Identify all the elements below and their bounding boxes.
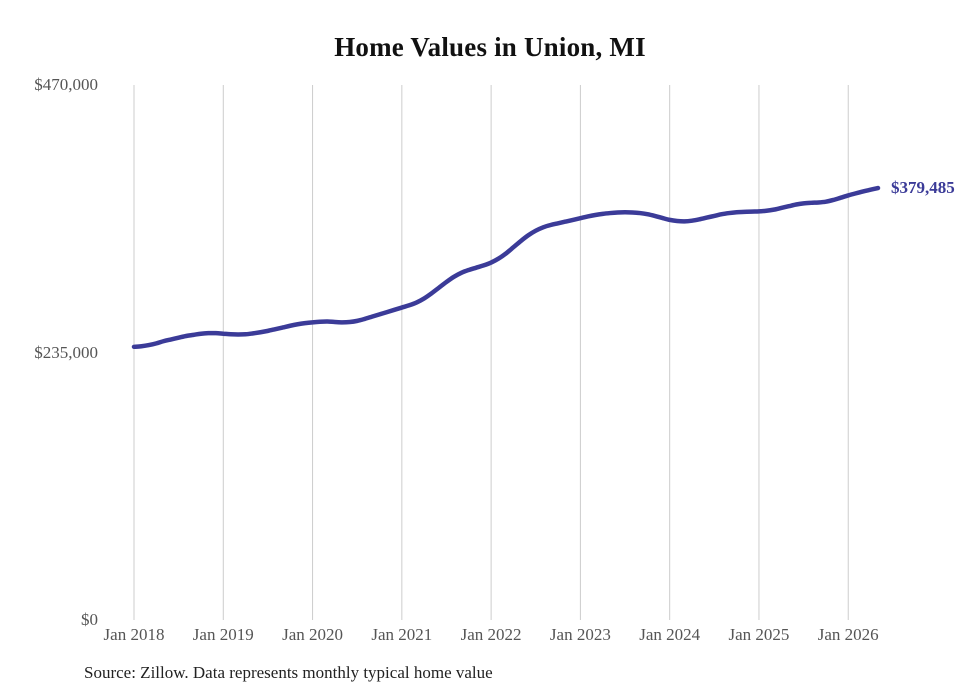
chart-title: Home Values in Union, MI — [334, 32, 646, 62]
x-axis-tick-label-2: Jan 2020 — [282, 625, 343, 644]
y-axis-tick-label-2: $0 — [81, 610, 98, 629]
x-axis-tick-label-7: Jan 2025 — [728, 625, 790, 644]
end-value-label: $379,485 — [891, 178, 955, 198]
x-axis-tick-label-6: Jan 2024 — [639, 625, 701, 644]
gridlines-group — [133, 85, 849, 620]
x-axis-tick-label-1: Jan 2019 — [192, 625, 254, 644]
y-axis-tick-label-1: $235,000 — [34, 342, 98, 362]
series-group — [131, 185, 881, 350]
x-axis-tick-label-3: Jan 2021 — [371, 625, 433, 644]
y-axis-tick-label-0: $470,000 — [34, 75, 98, 94]
source-note: Source: Zillow. Data represents monthly … — [84, 663, 493, 682]
x-axis-tick-label-4: Jan 2022 — [460, 625, 522, 644]
x-axis-tick-label-0: Jan 2018 — [103, 625, 165, 644]
x-axis-tick-label-8: Jan 2026 — [817, 625, 879, 644]
x-axis-tick-label-5: Jan 2023 — [549, 625, 611, 644]
series-line-0 — [131, 185, 881, 350]
